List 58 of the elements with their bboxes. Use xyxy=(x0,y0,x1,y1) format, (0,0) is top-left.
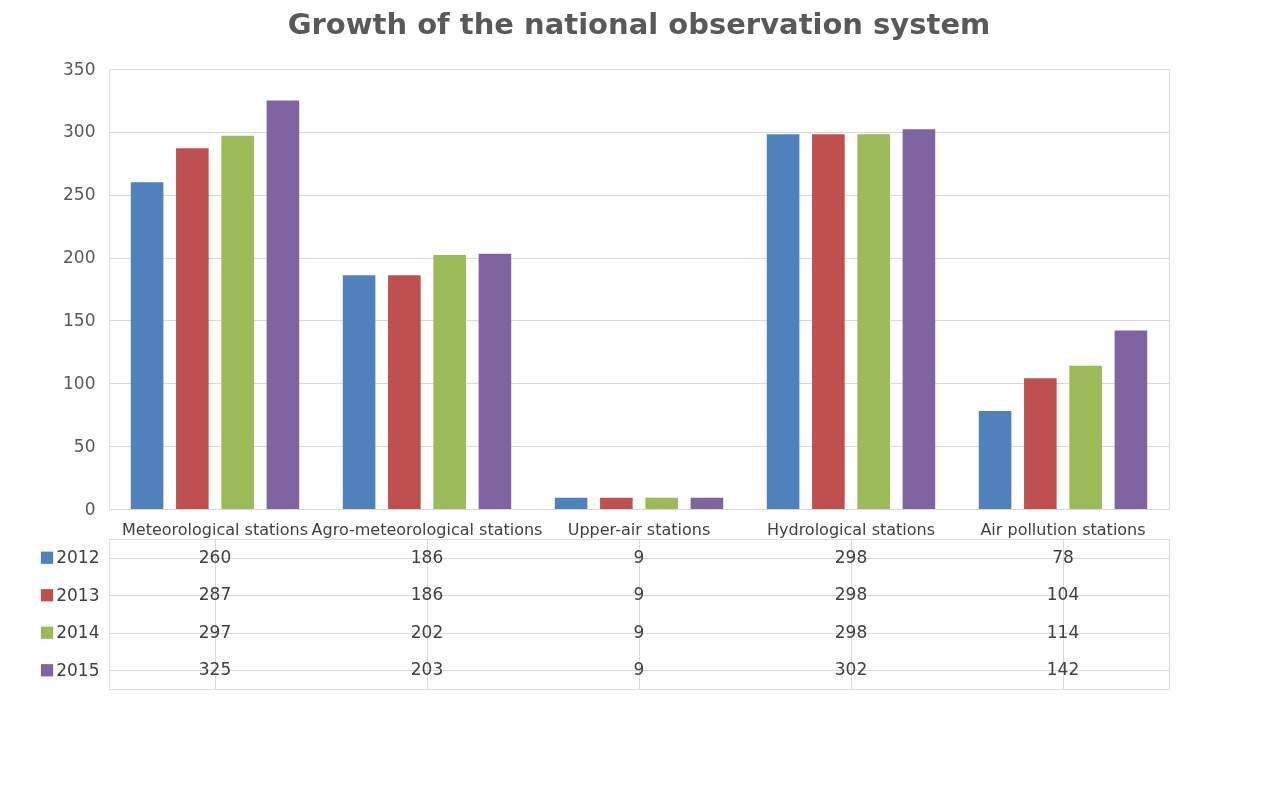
x-tick-label: Air pollution stations xyxy=(980,519,1146,539)
bar xyxy=(857,134,890,509)
x-tick-label: Meteorological stations xyxy=(122,519,308,539)
bar xyxy=(978,410,1012,509)
legend-label: 2014 xyxy=(56,622,100,643)
y-tick-label: 150 xyxy=(63,309,96,330)
data-label: 297 xyxy=(198,621,232,642)
data-label: 260 xyxy=(198,546,232,567)
data-label: 325 xyxy=(198,659,232,680)
bar xyxy=(812,134,845,509)
bar xyxy=(221,135,254,509)
y-tick-label: 0 xyxy=(84,498,96,519)
y-tick-label: 350 xyxy=(63,58,96,79)
x-tick-label: Upper-air stations xyxy=(567,519,711,539)
y-tick-label: 250 xyxy=(63,184,96,205)
data-label: 298 xyxy=(834,546,868,567)
bar xyxy=(1069,365,1102,509)
y-tick-label: 50 xyxy=(73,435,96,456)
bar xyxy=(342,275,376,509)
data-label: 9 xyxy=(633,584,645,605)
legend-label: 2013 xyxy=(56,584,100,605)
data-label: 287 xyxy=(198,584,232,605)
y-tick-label: 200 xyxy=(63,247,96,268)
data-label: 302 xyxy=(834,659,868,680)
data-label: 9 xyxy=(633,546,645,567)
legend-label: 2015 xyxy=(56,659,100,680)
legend-label: 2012 xyxy=(56,547,100,568)
bar xyxy=(176,148,209,509)
bar xyxy=(1114,330,1148,509)
bar xyxy=(554,497,588,509)
bar xyxy=(388,275,421,509)
chart-title: Growth of the national observation system xyxy=(287,7,991,41)
bar xyxy=(690,497,724,509)
x-tick-label: Hydrological stations xyxy=(766,519,936,539)
bar xyxy=(130,182,164,509)
data-label: 203 xyxy=(410,659,444,680)
data-label: 9 xyxy=(633,659,645,680)
bar xyxy=(433,255,466,509)
data-label: 202 xyxy=(410,621,444,642)
bar xyxy=(766,134,800,509)
bar xyxy=(266,100,300,509)
bar xyxy=(645,497,678,509)
data-label: 78 xyxy=(1052,546,1074,567)
data-label: 114 xyxy=(1046,621,1080,642)
data-label: 104 xyxy=(1046,584,1080,605)
bar xyxy=(1024,378,1057,509)
bar xyxy=(478,253,512,509)
bar xyxy=(902,129,936,509)
data-label: 298 xyxy=(834,584,868,605)
data-label: 298 xyxy=(834,621,868,642)
data-label: 186 xyxy=(410,584,444,605)
data-label: 142 xyxy=(1046,659,1080,680)
data-label: 186 xyxy=(410,546,444,567)
data-label: 9 xyxy=(633,621,645,642)
bar xyxy=(600,497,633,509)
y-tick-label: 300 xyxy=(63,121,96,142)
y-tick-label: 100 xyxy=(63,372,96,393)
x-tick-label: Agro-meteorological stations xyxy=(311,519,543,539)
